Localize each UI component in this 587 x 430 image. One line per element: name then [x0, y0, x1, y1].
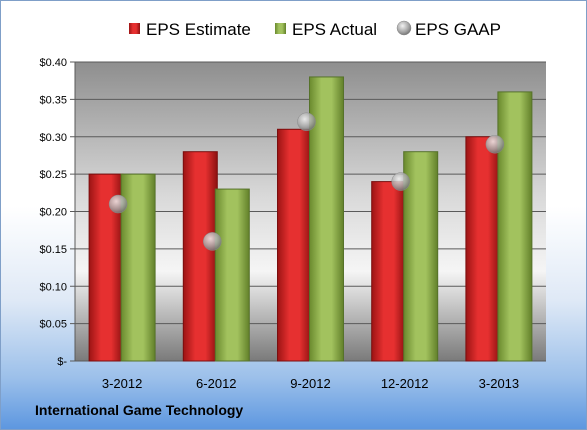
estimate-bar	[182, 151, 218, 362]
x-tick-label: 12-2012	[381, 376, 429, 391]
y-tick-label: $0.40	[39, 57, 67, 69]
y-axis-ticks: $- $0.05 $0.10 $0.15 $0.20 $0.25 $0.30 $0.35 $0.…	[39, 57, 75, 368]
gaap-marker	[203, 232, 222, 251]
gaap-marker	[297, 112, 316, 132]
y-tick-label: $0.30	[39, 132, 67, 144]
y-tick-label: $0.05	[39, 319, 67, 331]
company-name: International Game Technology	[35, 402, 244, 418]
gaap-marker	[108, 194, 128, 214]
legend-swatch	[129, 23, 140, 34]
x-tick-label: 6-2012	[196, 376, 236, 391]
y-tick-label: $0.35	[39, 94, 67, 106]
y-tick-label: $-	[57, 356, 67, 368]
y-tick-label: $0.10	[39, 281, 67, 293]
legend-swatch	[275, 23, 286, 34]
actual-bar	[214, 188, 250, 362]
bars	[88, 76, 533, 362]
legend-label: EPS GAAP	[415, 20, 501, 39]
gaap-marker	[391, 172, 410, 191]
x-tick-label: 3-2013	[479, 376, 519, 391]
estimate-bar	[277, 128, 312, 362]
y-tick-label: $0.15	[39, 244, 67, 256]
gaap-markers	[108, 112, 505, 251]
estimate-bar	[465, 136, 501, 362]
legend-swatch	[396, 20, 412, 36]
x-axis-labels: 3-2012 6-2012 9-2012 12-2012 3-2013	[102, 376, 519, 391]
x-tick-label: 9-2012	[290, 376, 330, 391]
legend: EPS Estimate EPS Actual EPS GAAP	[129, 20, 501, 39]
y-tick-label: $0.25	[39, 169, 67, 181]
estimate-bar	[371, 181, 407, 362]
x-tick-label: 3-2012	[102, 376, 142, 391]
legend-label: EPS Actual	[292, 20, 377, 39]
legend-label: EPS Estimate	[146, 20, 251, 39]
gaap-marker	[485, 134, 505, 154]
actual-bar	[497, 91, 533, 362]
y-tick-label: $0.20	[39, 207, 67, 219]
actual-bar	[403, 151, 439, 362]
